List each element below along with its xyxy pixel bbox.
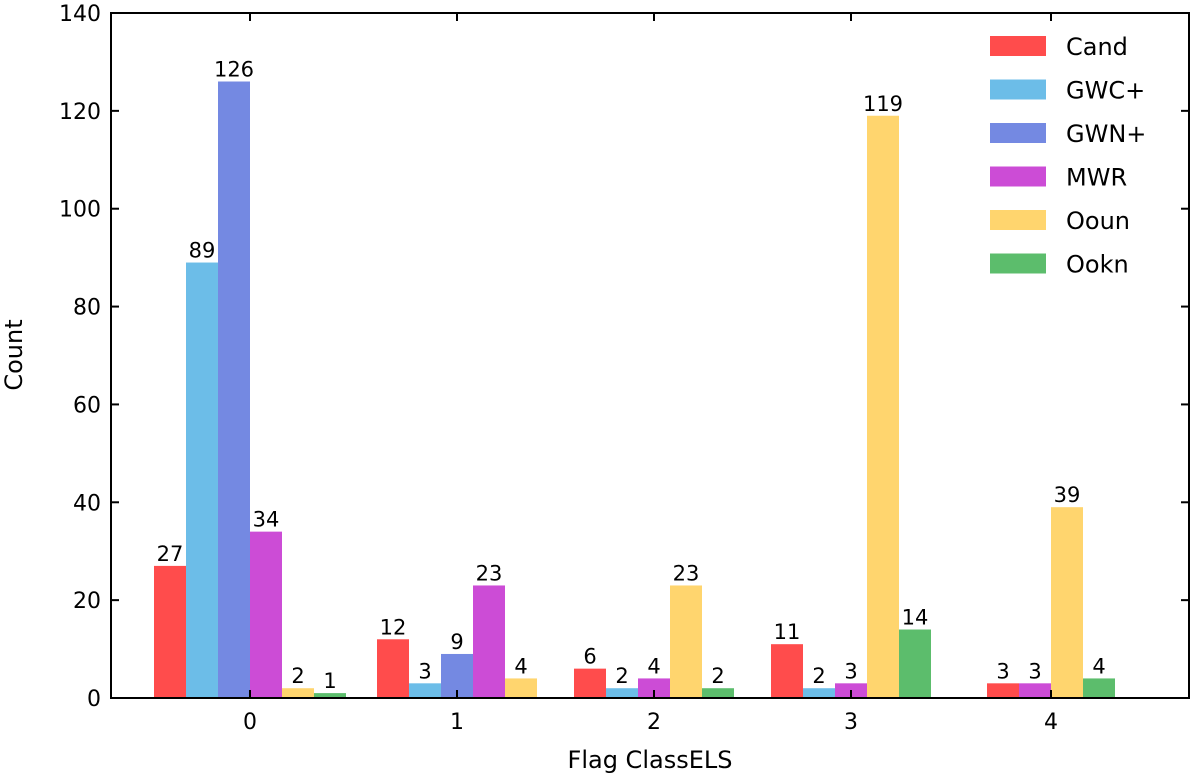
bar-cand-cat-1: [377, 639, 409, 698]
data-label: 14: [902, 606, 929, 630]
bar-gwcplus-cat-3: [803, 688, 835, 698]
x-tick-label: 0: [243, 710, 257, 735]
y-tick-label: 20: [73, 589, 101, 614]
legend-swatch: [990, 79, 1046, 100]
data-label: 2: [812, 664, 825, 688]
bar-gwnplus-cat-0: [218, 81, 250, 698]
bar-mwr-cat-2: [638, 678, 670, 698]
bar-ookn-cat-0: [314, 693, 346, 698]
y-tick-label: 100: [59, 198, 101, 223]
data-label: 4: [647, 654, 660, 678]
data-label: 4: [1092, 654, 1105, 678]
data-label: 2: [291, 664, 304, 688]
data-label: 9: [450, 630, 463, 654]
bar-mwr-cat-1: [473, 585, 505, 698]
data-label: 11: [774, 620, 801, 644]
y-tick-label: 140: [59, 2, 101, 27]
bar-cand-cat-0: [154, 565, 186, 698]
data-label: 1: [323, 669, 336, 693]
bar-mwr-cat-4: [1019, 683, 1051, 698]
x-tick-label: 3: [844, 710, 858, 735]
data-label: 23: [673, 561, 700, 585]
y-tick-label: 80: [73, 296, 101, 321]
x-tick-label: 1: [450, 710, 464, 735]
data-label: 119: [863, 92, 903, 116]
bar-gwcplus-cat-0: [186, 262, 218, 698]
bar-cand-cat-3: [771, 644, 803, 698]
legend-label: GWN+: [1066, 120, 1146, 148]
bar-ookn-cat-4: [1083, 678, 1115, 698]
bar-ooun-cat-4: [1051, 507, 1083, 698]
data-label: 12: [380, 615, 407, 639]
data-label: 89: [189, 239, 216, 263]
bar-cand-cat-4: [987, 683, 1019, 698]
y-tick-label: 120: [59, 100, 101, 125]
data-label: 4: [514, 654, 527, 678]
y-tick-label: 60: [73, 393, 101, 418]
legend-swatch: [990, 210, 1046, 230]
data-label: 3: [844, 659, 857, 683]
data-label: 2: [711, 664, 724, 688]
legend-label: Ooun: [1066, 207, 1130, 235]
bar-ooun-cat-0: [282, 688, 314, 698]
legend-label: GWC+: [1066, 77, 1145, 105]
x-tick-label: 2: [647, 710, 661, 735]
x-axis-title: Flag ClassELS: [568, 746, 733, 774]
bar-ooun-cat-1: [505, 678, 537, 698]
y-tick-label: 40: [73, 491, 101, 516]
y-axis-title: Count: [0, 319, 28, 390]
data-label: 23: [476, 561, 503, 585]
legend-swatch: [990, 36, 1046, 56]
legend-swatch: [990, 166, 1046, 187]
bar-ooun-cat-3: [867, 115, 899, 698]
legend-swatch: [990, 123, 1046, 143]
data-label: 2: [615, 664, 628, 688]
bar-cand-cat-2: [574, 668, 606, 698]
data-label: 3: [1028, 659, 1041, 683]
legend-label: Ookn: [1066, 251, 1129, 279]
bar-gwcplus-cat-2: [606, 688, 638, 698]
y-tick-label: 0: [87, 687, 101, 712]
bars-layer: [154, 81, 1115, 698]
legend-label: MWR: [1066, 164, 1127, 192]
data-label: 34: [253, 508, 280, 532]
plot-frame: [110, 12, 1190, 699]
data-label: 6: [583, 645, 596, 669]
bar-ookn-cat-3: [899, 629, 931, 698]
data-label: 3: [418, 659, 431, 683]
bar-mwr-cat-0: [250, 531, 282, 698]
data-label: 126: [214, 58, 254, 82]
legend-label: Cand: [1066, 33, 1128, 61]
data-label: 27: [157, 542, 184, 566]
bar-gwcplus-cat-1: [409, 683, 441, 698]
legend: Cand GWC+ GWN+ MWR Ooun Ookn: [990, 33, 1146, 279]
data-label: 3: [996, 659, 1009, 683]
legend-swatch: [990, 253, 1046, 274]
bar-ookn-cat-2: [702, 688, 734, 698]
bar-ooun-cat-2: [670, 585, 702, 698]
x-tick-label: 4: [1044, 710, 1058, 735]
data-label: 39: [1054, 483, 1081, 507]
